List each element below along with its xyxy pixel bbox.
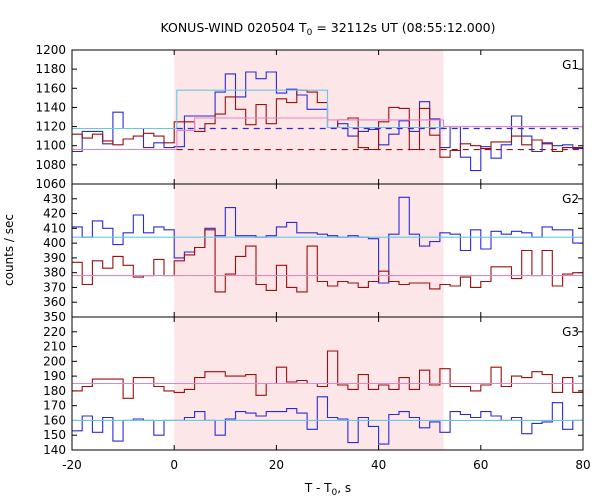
g3-ytick-label: 150 <box>43 428 66 442</box>
plot-layer: 1060 1080 1100 1120 1140 1160 1180 1200 G1 350360… <box>35 43 590 472</box>
g2-ytick-label: 400 <box>43 236 66 250</box>
g3-ytick-label: 140 <box>43 443 66 457</box>
g1-ytick-label: 1180 <box>35 62 66 76</box>
y-axis-label: counts / sec <box>2 214 16 286</box>
x-label-sub: 0 <box>332 488 338 498</box>
g2-ytick-label: 420 <box>43 207 66 221</box>
g3-series-red <box>72 350 583 399</box>
g2-ytick-label: 380 <box>43 266 66 280</box>
xtick-label: 60 <box>473 458 488 472</box>
xtick-label: 80 <box>575 458 590 472</box>
g2-ytick-label: 410 <box>43 221 66 235</box>
x-axis-label: T - T0, s <box>304 481 351 498</box>
g1-series-cyan <box>72 89 583 130</box>
x-label-prefix: T - T <box>304 481 332 495</box>
g2-ytick-label: 360 <box>43 295 66 309</box>
title-sub: 0 <box>307 28 313 38</box>
g1-label: G1 <box>562 58 579 72</box>
g1-ytick-label: 1200 <box>35 43 66 57</box>
g2-ytick-label: 350 <box>43 310 66 324</box>
g1-ytick-label: 1100 <box>35 139 66 153</box>
title-prefix: KONUS-WIND 020504 T <box>160 20 306 35</box>
xtick-label: -20 <box>62 458 82 472</box>
title-suffix: = 32112s UT (08:55:12.000) <box>312 20 495 35</box>
g3-ytick-label: 180 <box>43 384 66 398</box>
g3-ytick-label: 160 <box>43 413 66 427</box>
g1-ytick-label: 1120 <box>35 120 66 134</box>
xtick-label: 40 <box>371 458 386 472</box>
g1-ytick-label: 1140 <box>35 100 66 114</box>
g3-ytick-label: 220 <box>43 325 66 339</box>
g3-ytick-label: 190 <box>43 369 66 383</box>
g1-ytick-label: 1160 <box>35 81 66 95</box>
g2-ytick-label: 390 <box>43 251 66 265</box>
g2-ytick-label: 370 <box>43 280 66 294</box>
g2-series-red <box>72 229 583 293</box>
x-label-suffix: , s <box>337 481 351 495</box>
g3-ytick-label: 210 <box>43 340 66 354</box>
g2-ytick-label: 430 <box>43 192 66 206</box>
g1-series-pink <box>72 117 583 151</box>
g1-ytick-label: 1060 <box>35 177 66 191</box>
g3-ytick-label: 200 <box>43 354 66 368</box>
xtick-label: 20 <box>269 458 284 472</box>
g2-series-blue <box>72 196 583 284</box>
g1-ytick-label: 1080 <box>35 158 66 172</box>
g3-frame <box>71 316 584 451</box>
g3-label: G3 <box>562 325 579 339</box>
g3-ytick-label: 170 <box>43 399 66 413</box>
chart-title: KONUS-WIND 020504 T0 = 32112s UT (08:55:… <box>160 20 495 38</box>
g3-series-blue <box>72 396 583 445</box>
xtick-label: 0 <box>170 458 178 472</box>
g2-label: G2 <box>562 192 579 206</box>
